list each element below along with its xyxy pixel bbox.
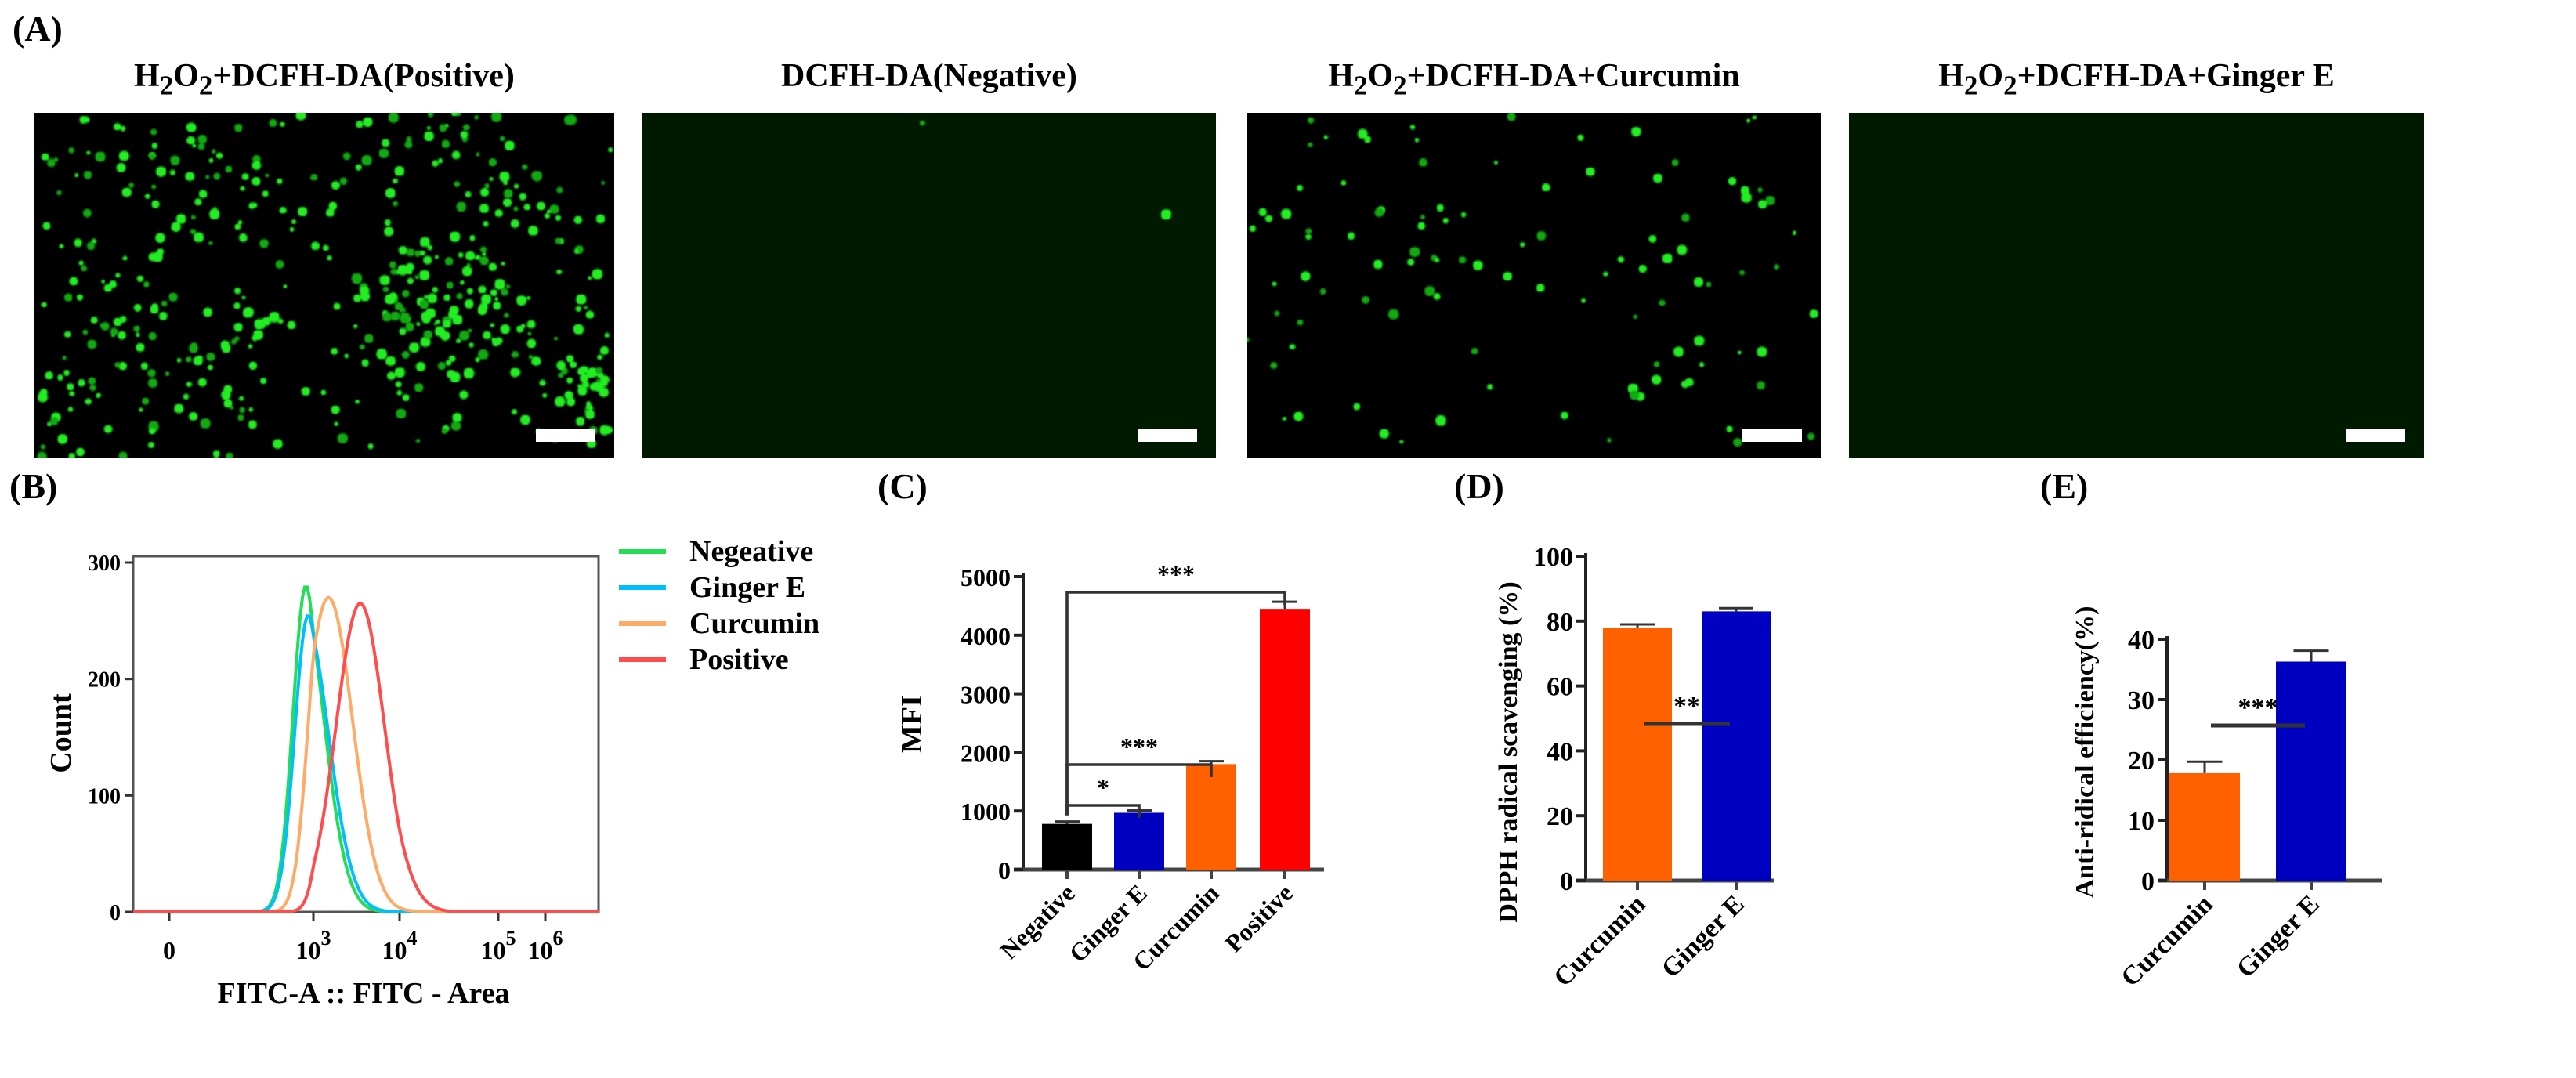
histogram-curve-negeative [133,585,599,913]
y-tick-label: 100 [1533,543,1573,572]
bar-ginger-e [1702,611,1771,881]
bar-curcumin [1603,628,1672,881]
x-axis-label: FITC-A :: FITC - Area [218,977,510,1010]
significance-bracket [1065,591,1286,816]
significance-label: ** [1673,692,1700,721]
panel-label-a: (A) [13,9,63,49]
bar-negative [1042,823,1092,870]
y-tick-label: 0 [2141,867,2155,896]
bar-curcumin [1186,764,1236,870]
bar-positive [1260,609,1310,870]
x-tick-label: 104 [382,927,418,964]
x-tick-exponent: 4 [407,927,418,950]
y-tick-label: 100 [88,784,121,808]
y-tick-label: 0 [1560,867,1573,896]
scale-bar [536,429,595,442]
legend-label: Positive [689,643,789,676]
histogram-curve-curcumin [133,595,599,913]
significance-label: *** [2238,693,2278,722]
y-tick-label: 20 [2128,747,2155,776]
micrograph-title-positive: H2O2+DCFH-DA(Positive) [134,56,515,101]
dpph-bar-chart: DPPH radical scavenging (%) 0 20 40 60 80 100… [1494,543,1774,993]
x-tick-label: 105 [481,927,516,964]
micrograph-negative [642,113,1216,458]
significance-label: *** [1157,560,1195,588]
panel-label-d: (D) [1454,467,1504,506]
plot-frame [132,555,600,913]
micrograph-title-curcumin: H2O2+DCFH-DA+Curcumin [1328,56,1740,101]
micrograph-title-negative: DCFH-DA(Negative) [781,56,1077,94]
cell-fluorescence-image [642,113,1216,458]
y-tick-label: 200 [88,668,121,693]
micrograph-positive [34,113,614,458]
y-tick-label: 60 [1547,673,1573,702]
y-tick-label: 80 [1547,608,1573,637]
significance-label: * [1097,773,1109,801]
micrograph-curcumin [1247,113,1821,458]
bar-ginger-e [2276,661,2346,881]
y-axis-label: DPPH radical scavenging (%) [1494,581,1523,922]
y-tick-label: 30 [2128,686,2155,715]
y-axis-label: MFI [895,695,928,753]
y-tick-label: 20 [1547,802,1573,831]
y-tick-label: 10 [2128,807,2155,836]
significance-label: *** [1120,733,1158,761]
y-tick-label: 2000 [961,739,1011,767]
x-tick-base: 10 [481,936,506,964]
bar-curcumin [2169,772,2240,881]
x-tick-label: Ginger E [2231,889,2325,983]
y-tick-label: 3000 [961,681,1011,709]
x-tick-label: Curcumin [1548,889,1651,992]
panel-label-c: (C) [877,467,928,506]
x-tick-exponent: 6 [553,927,563,950]
x-tick-label: 106 [528,927,563,964]
cell-fluorescence-image [1849,113,2424,458]
bar-ginger-e [1114,812,1164,870]
x-tick-base: 10 [528,936,553,964]
x-tick-label: 103 [296,927,331,964]
micrograph-ginger [1849,113,2424,458]
y-tick-label: 300 [88,552,121,576]
x-tick-base: 0 [163,936,175,964]
legend-label: Curcumin [689,607,819,640]
scale-bar [1742,429,1802,442]
y-tick-label: 40 [2128,626,2155,655]
y-tick-label: 40 [1547,737,1573,766]
legend-label: Ginger E [689,571,805,604]
x-tick-base: 10 [296,936,321,964]
x-tick-label: Curcumin [2115,889,2218,992]
scale-bar [2346,429,2405,442]
panel-label-b: (B) [9,467,58,506]
micrograph-title-ginger: H2O2+DCFH-DA+Ginger E [1938,56,2335,101]
y-tick-label: 5000 [961,563,1011,591]
y-tick-label: 0 [110,901,121,925]
scale-bar [1138,429,1197,442]
x-tick-label: 0 [163,936,175,964]
y-axis-label: Count [45,693,78,773]
x-tick-exponent: 5 [506,927,516,950]
y-axis-label: Anti-ridical efficiency(%) [2071,606,2100,899]
y-tick-label: 0 [998,856,1011,884]
cell-fluorescence-image [1247,113,1821,458]
x-tick-base: 10 [382,936,407,964]
x-tick-exponent: 3 [321,927,331,950]
mfi-bar-chart: MFI 010002000300040005000NegativeGinger … [895,560,1324,976]
anti-radical-bar-chart: Anti-ridical efficiency(%) 0 10 20 30 40 Curc… [2071,606,2382,993]
panel-label-e: (E) [2040,467,2089,506]
x-tick-label: Ginger E [1656,889,1750,983]
histogram-curve-ginger-e [133,613,599,913]
legend-label: Negeative [689,535,813,568]
histogram-curve-positive [133,602,599,913]
cell-fluorescence-image [34,113,614,458]
y-tick-label: 4000 [961,622,1011,650]
y-tick-label: 1000 [961,798,1011,826]
x-tick-label: Positive [1219,878,1298,957]
